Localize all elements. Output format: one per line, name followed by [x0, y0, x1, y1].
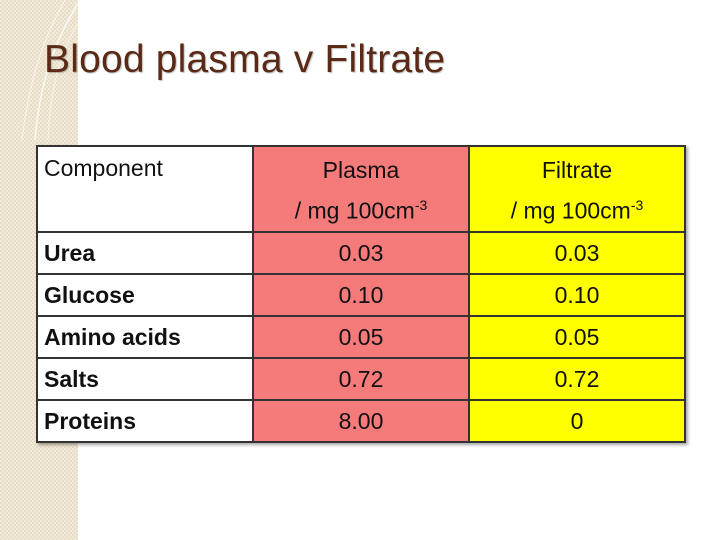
row-component: Urea	[36, 231, 254, 275]
table-row: Glucose 0.10 0.10	[36, 273, 686, 317]
table-header-row: Component Plasma / mg 100cm-3 Filtrate /…	[36, 145, 686, 233]
decorative-corner-curves	[21, 0, 80, 140]
row-component: Proteins	[36, 399, 254, 443]
slide-title: Blood plasma v Filtrate	[44, 38, 446, 81]
row-component: Salts	[36, 357, 254, 401]
row-filtrate-value: 0.72	[468, 357, 686, 401]
header-plasma-line1: Plasma	[322, 157, 400, 183]
row-plasma-value: 0.10	[252, 273, 470, 317]
table-row: Proteins 8.00 0	[36, 399, 686, 443]
table-row: Salts 0.72 0.72	[36, 357, 686, 401]
row-filtrate-value: 0.10	[468, 273, 686, 317]
header-filtrate-exponent: -3	[630, 197, 644, 213]
row-plasma-value: 0.05	[252, 315, 470, 359]
table-row: Amino acids 0.05 0.05	[36, 315, 686, 359]
row-plasma-value: 0.72	[252, 357, 470, 401]
row-component: Glucose	[36, 273, 254, 317]
header-filtrate: Filtrate / mg 100cm-3	[468, 145, 686, 233]
header-plasma-unit: / mg 100cm	[294, 197, 415, 224]
row-plasma-value: 8.00	[252, 399, 470, 443]
composition-table: Component Plasma / mg 100cm-3 Filtrate /…	[36, 145, 686, 443]
header-filtrate-line1: Filtrate	[541, 157, 613, 183]
header-plasma-exponent: -3	[414, 197, 428, 213]
row-plasma-value: 0.03	[252, 231, 470, 275]
row-filtrate-value: 0.03	[468, 231, 686, 275]
row-filtrate-value: 0.05	[468, 315, 686, 359]
row-filtrate-value: 0	[468, 399, 686, 443]
row-component: Amino acids	[36, 315, 254, 359]
header-filtrate-unit: / mg 100cm	[510, 197, 631, 224]
header-plasma: Plasma / mg 100cm-3	[252, 145, 470, 233]
header-component: Component	[36, 145, 254, 233]
table-row: Urea 0.03 0.03	[36, 231, 686, 275]
